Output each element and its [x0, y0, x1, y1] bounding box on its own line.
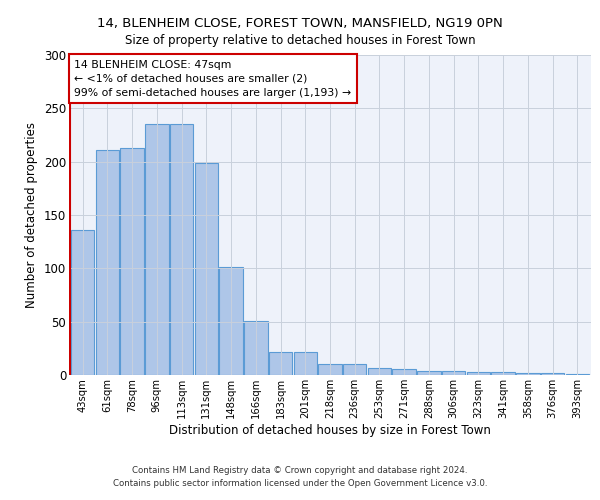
Text: Contains HM Land Registry data © Crown copyright and database right 2024.
Contai: Contains HM Land Registry data © Crown c…	[113, 466, 487, 487]
Bar	[194, 162, 218, 375]
Bar	[516, 373, 539, 375]
Bar	[318, 364, 342, 375]
Bar	[170, 124, 193, 375]
Bar	[71, 230, 94, 375]
Bar	[121, 148, 144, 375]
Bar	[541, 373, 565, 375]
Bar	[417, 370, 441, 375]
Bar	[368, 368, 391, 375]
Bar	[293, 352, 317, 375]
Bar	[467, 372, 490, 375]
Bar	[491, 372, 515, 375]
Text: 14 BLENHEIM CLOSE: 47sqm
← <1% of detached houses are smaller (2)
99% of semi-de: 14 BLENHEIM CLOSE: 47sqm ← <1% of detach…	[74, 60, 352, 98]
Y-axis label: Number of detached properties: Number of detached properties	[25, 122, 38, 308]
Bar	[392, 368, 416, 375]
Bar	[343, 364, 367, 375]
Bar	[269, 352, 292, 375]
Bar	[95, 150, 119, 375]
Text: 14, BLENHEIM CLOSE, FOREST TOWN, MANSFIELD, NG19 0PN: 14, BLENHEIM CLOSE, FOREST TOWN, MANSFIE…	[97, 18, 503, 30]
Bar	[219, 268, 243, 375]
Bar	[442, 370, 466, 375]
Text: Size of property relative to detached houses in Forest Town: Size of property relative to detached ho…	[125, 34, 475, 47]
Bar	[145, 124, 169, 375]
X-axis label: Distribution of detached houses by size in Forest Town: Distribution of detached houses by size …	[169, 424, 491, 436]
Bar	[566, 374, 589, 375]
Bar	[244, 320, 268, 375]
